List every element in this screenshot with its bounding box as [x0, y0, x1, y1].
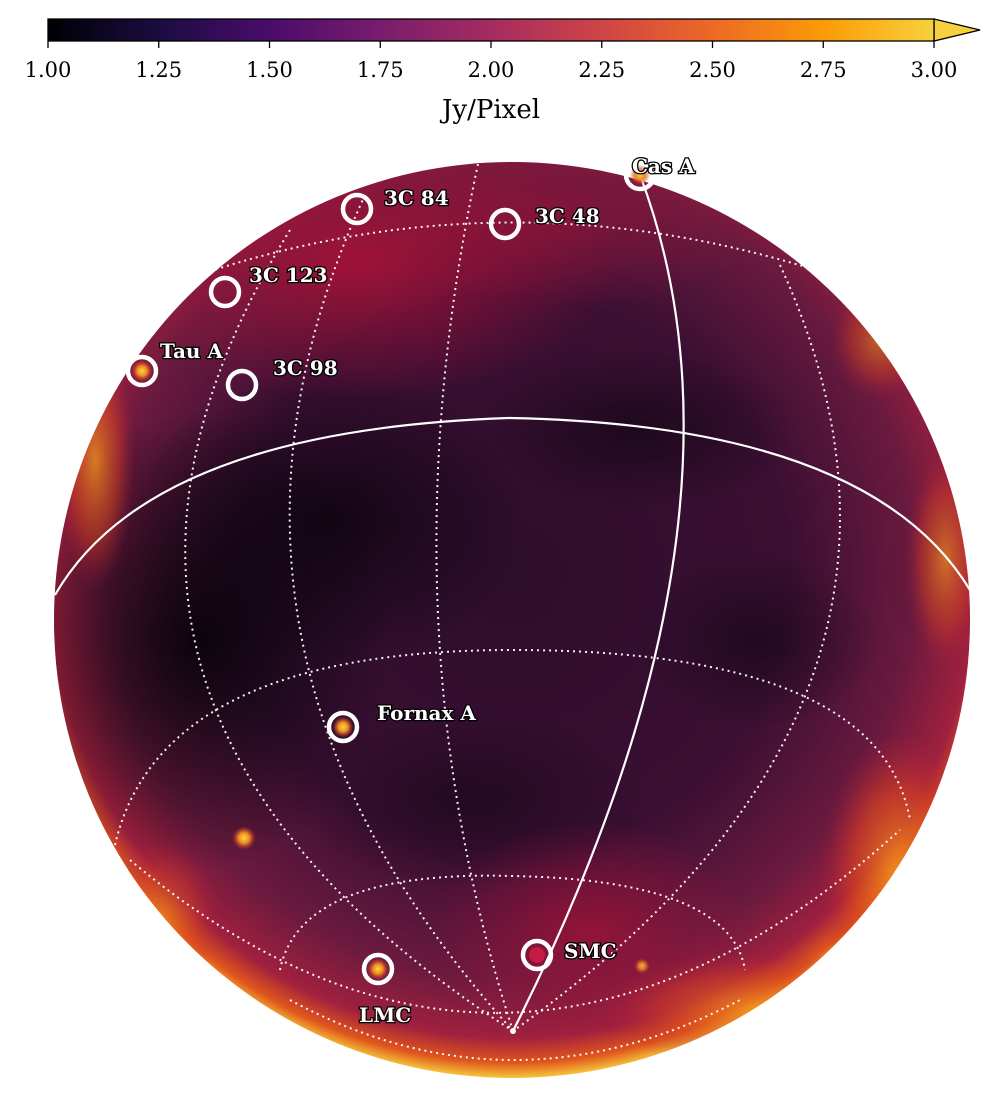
colorbar-tick-label: 1.75	[357, 58, 404, 82]
source-cas-a: Cas A	[623, 153, 696, 192]
source-marker-ring	[326, 710, 360, 744]
source-lmc: LMC	[358, 952, 412, 1028]
colorbar-tick-label: 1.00	[25, 58, 72, 82]
colorbar-gradient	[47, 18, 935, 42]
source-marker-ring	[340, 192, 374, 226]
colorbar: 1.00 1.25 1.50 1.75 2.00 2.25 2.50 2.75 3.00 Jy/…	[25, 18, 981, 125]
colorbar-tick-label: 1.25	[135, 58, 182, 82]
source-label-3c98: 3C 98	[273, 356, 338, 380]
source-label-3c84: 3C 84	[384, 186, 449, 210]
source-marker-ring	[488, 207, 522, 241]
source-label-cas-a: Cas A	[632, 154, 695, 178]
source-marker-ring	[225, 368, 259, 402]
source-fornax-a: Fornax A	[326, 700, 478, 744]
colorbar-tick-label: 2.25	[578, 58, 625, 82]
map-emission	[54, 162, 970, 1070]
source-marker-ring	[520, 938, 554, 972]
source-label-lmc: LMC	[359, 1003, 411, 1027]
source-label-tau-a: Tau A	[160, 339, 223, 363]
colorbar-tick-label: 1.50	[246, 58, 293, 82]
source-smc: SMC	[520, 938, 618, 972]
source-3c84: 3C 84	[340, 185, 450, 226]
pole-marker	[510, 1028, 516, 1034]
colorbar-tick-label: 2.75	[800, 58, 847, 82]
colorbar-tick-label: 3.00	[911, 58, 958, 82]
source-3c98: 3C 98	[225, 355, 339, 402]
graticule	[54, 163, 971, 1061]
colorbar-tick-label: 2.50	[689, 58, 736, 82]
colorbar-ticks: 1.00 1.25 1.50 1.75 2.00 2.25 2.50 2.75 3.00	[25, 41, 958, 82]
source-label-3c123: 3C 123	[249, 263, 328, 287]
source-markers: Cas A 3C 84 3C 48 3C 123 Tau A 3C 98	[125, 153, 696, 1028]
colorbar-extend-arrow	[933, 18, 981, 42]
colorbar-unit-label: Jy/Pixel	[439, 95, 540, 125]
source-label-fornax-a: Fornax A	[377, 701, 476, 725]
source-marker-ring	[208, 275, 242, 309]
source-label-3c48: 3C 48	[535, 204, 600, 228]
source-marker-ring	[623, 158, 657, 192]
colorbar-tick-label: 2.00	[468, 58, 515, 82]
source-marker-ring	[361, 952, 395, 986]
source-3c123: 3C 123	[208, 262, 329, 309]
sky-map: Cas A 3C 84 3C 48 3C 123 Tau A 3C 98	[54, 153, 971, 1078]
source-tau-a: Tau A	[125, 338, 225, 388]
source-3c48: 3C 48	[488, 203, 601, 241]
source-marker-ring	[125, 354, 159, 388]
source-label-smc: SMC	[564, 939, 617, 963]
